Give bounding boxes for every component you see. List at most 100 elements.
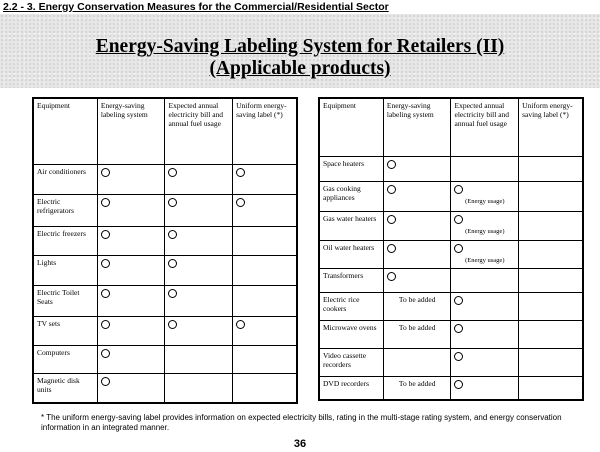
uniform-cell	[232, 372, 298, 404]
labeling-cell	[382, 210, 452, 241]
table-row: Lights	[32, 254, 298, 286]
applicable-circle-icon	[386, 271, 396, 281]
applicable-circle-icon	[100, 319, 110, 329]
applicable-circle-icon	[100, 288, 110, 298]
applicable-circle-icon	[454, 243, 464, 253]
labeling-cell	[96, 225, 166, 256]
table-row: Space heaters	[318, 155, 584, 182]
expected-cell	[164, 163, 234, 195]
applicable-circle-icon	[100, 258, 110, 268]
applicable-circle-icon	[168, 167, 178, 177]
labeling-cell	[96, 315, 166, 346]
footnote: * The uniform energy-saving label provid…	[41, 413, 562, 432]
page-number: 36	[293, 438, 307, 450]
uniform-cell	[518, 210, 584, 241]
labeling-cell	[96, 372, 166, 404]
equipment-name: Microwave ovens	[318, 319, 384, 349]
applicable-circle-icon	[386, 243, 396, 253]
equipment-name: Lights	[32, 254, 98, 286]
labeling-cell	[96, 163, 166, 195]
col-header-expected: Expected annual electricity bill and ann…	[164, 97, 234, 165]
labeling-cell	[382, 155, 452, 182]
applicable-circle-icon	[168, 319, 178, 329]
expected-cell	[164, 193, 234, 227]
equipment-name: TV sets	[32, 315, 98, 346]
labeling-cell	[96, 254, 166, 286]
expected-cell	[450, 319, 520, 349]
applicable-circle-icon	[100, 348, 110, 358]
expected-cell	[164, 254, 234, 286]
equipment-name: DVD recorders	[318, 375, 384, 401]
uniform-cell	[518, 180, 584, 212]
uniform-cell	[232, 163, 298, 195]
labeling-cell: To be added	[382, 319, 452, 349]
applicable-circle-icon	[454, 351, 464, 361]
title-band	[0, 14, 600, 88]
col-header-equipment: Equipment	[32, 97, 98, 165]
table-row: Electric Toilet Seats	[32, 284, 298, 317]
table-row: Gas water heaters (Energy usage)	[318, 210, 584, 241]
uniform-cell	[518, 155, 584, 182]
uniform-cell	[232, 225, 298, 256]
section-header: 2.2 - 3. Energy Conservation Measures fo…	[3, 1, 389, 13]
expected-cell	[164, 372, 234, 404]
expected-cell	[450, 347, 520, 377]
to-be-added-text: To be added	[398, 378, 436, 388]
labeling-cell	[382, 180, 452, 212]
uniform-cell	[232, 344, 298, 374]
uniform-cell	[232, 315, 298, 346]
uniform-cell	[232, 284, 298, 317]
equipment-name: Gas cooking appliances	[318, 180, 384, 212]
labeling-cell	[382, 267, 452, 293]
col-header-expected: Expected annual electricity bill and ann…	[450, 97, 520, 157]
table-row: Computers	[32, 344, 298, 374]
applicable-circle-icon	[100, 167, 110, 177]
uniform-cell	[232, 193, 298, 227]
right-products-table: Equipment Energy-saving labeling system …	[318, 97, 584, 401]
applicable-circle-icon	[454, 184, 464, 194]
expected-cell: (Energy usage)	[450, 210, 520, 241]
expected-cell: (Energy usage)	[450, 180, 520, 212]
applicable-circle-icon	[386, 214, 396, 224]
equipment-name: Electric Toilet Seats	[32, 284, 98, 317]
uniform-cell	[232, 254, 298, 286]
applicable-circle-icon	[236, 197, 246, 207]
uniform-cell	[518, 319, 584, 349]
applicable-circle-icon	[454, 379, 464, 389]
table-row: Electric rice cookers To be added	[318, 291, 584, 321]
applicable-circle-icon	[100, 229, 110, 239]
col-header-uniform: Uniform energy-saving label (*)	[232, 97, 298, 165]
energy-usage-note: (Energy usage)	[465, 256, 505, 264]
equipment-name: Transformers	[318, 267, 384, 293]
table-row: Transformers	[318, 267, 584, 293]
table-row: Electric freezers	[32, 225, 298, 256]
labeling-cell	[382, 347, 452, 377]
labeling-cell	[96, 193, 166, 227]
expected-cell	[450, 291, 520, 321]
equipment-name: Space heaters	[318, 155, 384, 182]
uniform-cell	[518, 375, 584, 401]
equipment-name: Electric refrigerators	[32, 193, 98, 227]
equipment-name: Electric freezers	[32, 225, 98, 256]
table-row: Electric refrigerators	[32, 193, 298, 227]
energy-usage-note: (Energy usage)	[465, 197, 505, 205]
uniform-cell	[518, 267, 584, 293]
col-header-labeling: Energy-saving labeling system	[382, 97, 452, 157]
page-subtitle: (Applicable products)	[209, 58, 391, 79]
labeling-cell	[382, 239, 452, 269]
table-row: DVD recorders To be added	[318, 375, 584, 401]
uniform-cell	[518, 347, 584, 377]
applicable-circle-icon	[100, 197, 110, 207]
applicable-circle-icon	[454, 323, 464, 333]
applicable-circle-icon	[168, 197, 178, 207]
applicable-circle-icon	[386, 184, 396, 194]
expected-cell	[450, 375, 520, 401]
applicable-circle-icon	[454, 295, 464, 305]
equipment-name: Gas water heaters	[318, 210, 384, 241]
labeling-cell: To be added	[382, 291, 452, 321]
col-header-labeling: Energy-saving labeling system	[96, 97, 166, 165]
applicable-circle-icon	[168, 288, 178, 298]
labeling-cell	[96, 344, 166, 374]
table-row: Gas cooking appliances (Energy usage)	[318, 180, 584, 212]
equipment-name: Oil water heaters	[318, 239, 384, 269]
